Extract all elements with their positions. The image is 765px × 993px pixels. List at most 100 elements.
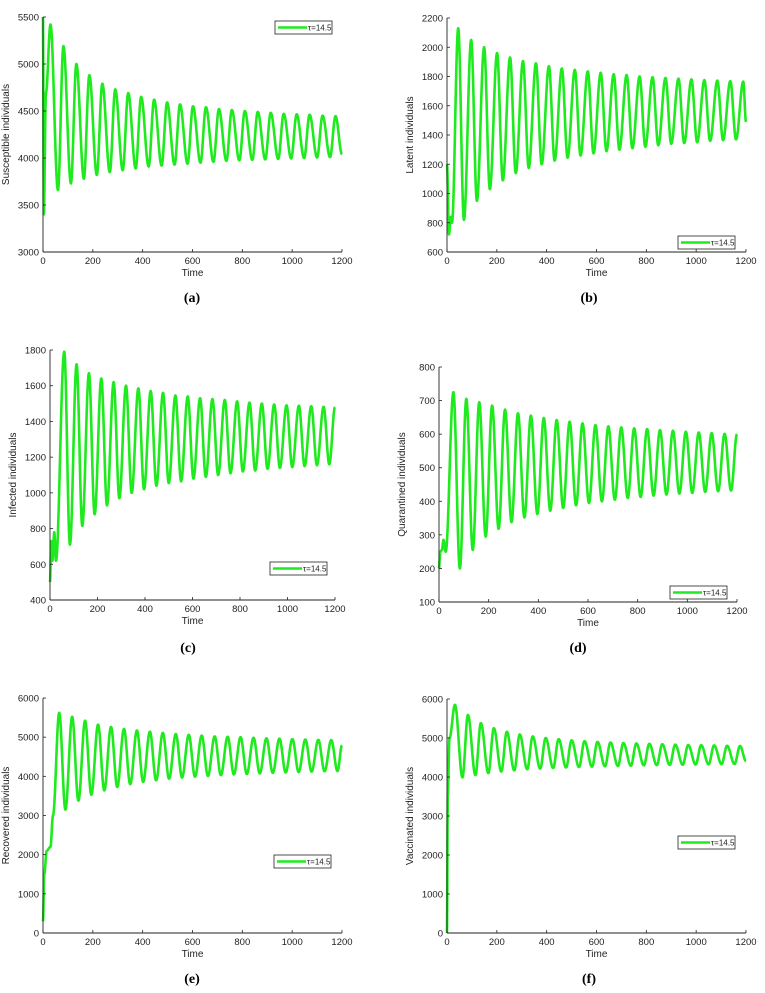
y-axis-label: Quarantined individuals	[397, 432, 408, 537]
x-tick-label: 0	[47, 604, 52, 615]
x-axis-label: Time	[182, 616, 204, 627]
x-tick-label: 0	[444, 256, 449, 267]
y-tick-label: 1800	[422, 72, 443, 83]
y-tick-label: 2000	[422, 43, 443, 54]
x-axis-label: Time	[182, 949, 204, 960]
x-tick-label: 1000	[282, 937, 303, 948]
y-tick-label: 4000	[422, 773, 443, 784]
y-tick-label: 1800	[25, 346, 46, 357]
y-tick-label: 1400	[25, 417, 46, 428]
y-tick-label: 700	[419, 396, 435, 407]
y-tick-label: 2200	[422, 14, 443, 25]
x-tick-label: 800	[638, 256, 654, 267]
legend-label: τ=14.5	[711, 239, 735, 248]
y-axis-label: Infected individuals	[8, 432, 19, 517]
x-tick-label: 600	[589, 937, 605, 948]
y-axis-label: Latent individuals	[405, 96, 416, 173]
legend: τ=14.5	[273, 854, 332, 869]
x-tick-label: 800	[232, 604, 248, 615]
y-tick-label: 1000	[422, 890, 443, 901]
panel-label: (b)	[580, 291, 597, 306]
panel-label: (c)	[180, 641, 196, 656]
y-tick-label: 3500	[18, 201, 39, 212]
x-tick-label: 800	[234, 937, 250, 948]
chart-panel-c: 0 200 400 600 800 1000 1200 400 600 800 1000 1200 14…	[8, 346, 346, 657]
x-tick-label: 400	[530, 606, 546, 617]
y-tick-label: 6000	[18, 694, 39, 705]
panel-label: (a)	[184, 291, 201, 306]
series-line	[41, 16, 344, 216]
series-line	[445, 26, 748, 236]
y-tick-label: 5500	[18, 13, 39, 24]
x-tick-label: 1200	[726, 606, 747, 617]
y-tick-label: 600	[30, 560, 46, 571]
y-tick-label: 400	[419, 497, 435, 508]
y-tick-label: 100	[419, 598, 435, 609]
y-tick-label: 2000	[422, 851, 443, 862]
x-tick-label: 400	[539, 256, 555, 267]
x-tick-label: 1200	[331, 256, 352, 267]
legend-label: τ=14.5	[303, 565, 327, 574]
y-tick-label: 3000	[422, 812, 443, 823]
x-axis-label: Time	[586, 949, 608, 960]
x-tick-label: 1200	[331, 937, 352, 948]
y-tick-label: 800	[427, 218, 443, 229]
x-tick-label: 0	[40, 937, 45, 948]
x-tick-label: 600	[589, 256, 605, 267]
x-axis-label: Time	[577, 618, 599, 629]
y-tick-label: 1000	[18, 889, 39, 900]
x-tick-label: 200	[85, 937, 101, 948]
series-line	[437, 390, 739, 570]
legend: τ=14.5	[669, 585, 728, 600]
x-tick-label: 200	[90, 604, 106, 615]
legend: τ=14.5	[269, 561, 328, 576]
x-tick-label: 400	[137, 604, 153, 615]
y-tick-label: 3000	[18, 811, 39, 822]
y-tick-label: 5000	[18, 733, 39, 744]
chart-panel-a: 0 200 400 600 800 1000 1200 3000 3500 4000 4500 500…	[1, 13, 353, 307]
x-tick-label: 800	[638, 937, 654, 948]
x-tick-label: 0	[436, 606, 441, 617]
chart-panel-e: 0 200 400 600 800 1000 1200 0 1000 2000 3000 4000 50…	[1, 694, 353, 988]
x-tick-label: 200	[489, 937, 505, 948]
chart-panel-b: 0 200 400 600 800 1000 1200 600 800 1000 1200 1400 1…	[405, 14, 757, 307]
x-tick-label: 1000	[277, 604, 298, 615]
x-tick-label: 1000	[677, 606, 698, 617]
legend-label: τ=14.5	[308, 24, 332, 33]
x-tick-label: 400	[539, 937, 555, 948]
x-tick-label: 600	[580, 606, 596, 617]
y-tick-label: 0	[438, 929, 443, 940]
y-tick-label: 1000	[25, 488, 46, 499]
legend: τ=14.5	[677, 235, 736, 250]
y-tick-label: 4000	[18, 772, 39, 783]
y-tick-label: 3000	[18, 248, 39, 259]
chart-panel-f: 0 200 400 600 800 1000 1200 0 1000 2000 3000 4000 50…	[405, 695, 757, 988]
y-tick-label: 4500	[18, 107, 39, 118]
y-axis-label: Susceptible individuals	[1, 84, 12, 185]
y-tick-label: 5000	[422, 734, 443, 745]
y-tick-label: 500	[419, 463, 435, 474]
y-axis-label: Recovered individuals	[1, 767, 12, 865]
y-tick-label: 600	[419, 430, 435, 441]
y-tick-label: 1400	[422, 131, 443, 142]
x-axis-label: Time	[182, 268, 204, 279]
y-tick-label: 600	[427, 248, 443, 259]
x-tick-label: 1200	[735, 937, 756, 948]
x-tick-label: 600	[185, 937, 201, 948]
legend-label: τ=14.5	[307, 858, 331, 867]
x-tick-label: 600	[185, 256, 201, 267]
x-axis-label: Time	[586, 268, 608, 279]
y-tick-label: 800	[419, 363, 435, 374]
y-tick-label: 800	[30, 524, 46, 535]
chart-panel-d: 0 200 400 600 800 1000 1200 100 200 300 400 500 600 7…	[397, 363, 748, 657]
x-tick-label: 400	[135, 256, 151, 267]
x-tick-label: 800	[234, 256, 250, 267]
x-tick-label: 200	[489, 256, 505, 267]
y-tick-label: 5000	[18, 60, 39, 71]
panel-label: (e)	[184, 972, 200, 987]
x-tick-label: 400	[135, 937, 151, 948]
y-tick-label: 1600	[25, 381, 46, 392]
y-tick-label: 200	[419, 564, 435, 575]
x-tick-label: 600	[185, 604, 201, 615]
panel-label: (d)	[569, 641, 586, 656]
